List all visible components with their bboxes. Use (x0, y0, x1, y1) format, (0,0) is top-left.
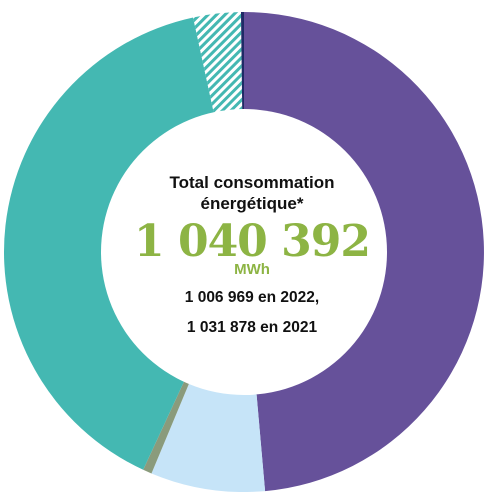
donut-center-label: Total consommation énergétique* 1 040 39… (104, 172, 400, 338)
comparison-line-1: 1 006 969 en 2022, (184, 289, 320, 306)
donut-hole (101, 109, 387, 395)
comparison-line-2: 1 031 878 en 2021 (186, 319, 318, 336)
center-title-line-1: Total consommation (169, 173, 335, 192)
center-title-line-2: énergétique* (200, 194, 304, 213)
total-unit: MWh (234, 261, 270, 278)
total-value: 1 040 392 (134, 216, 371, 267)
